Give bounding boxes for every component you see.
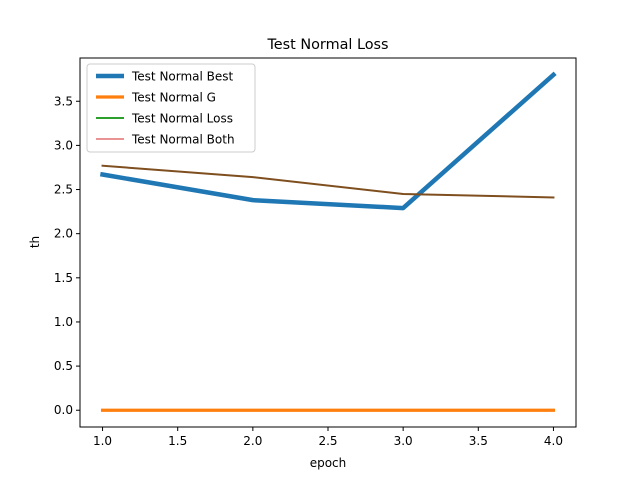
x-tick-label: 4.0 bbox=[544, 434, 563, 448]
series-line-test-normal-both bbox=[102, 165, 554, 198]
x-tick-label: 1.5 bbox=[168, 434, 187, 448]
y-tick-label: 3.5 bbox=[54, 94, 73, 108]
y-tick-label: 1.5 bbox=[54, 271, 73, 285]
legend-box bbox=[86, 63, 256, 153]
y-tick-label: 0.0 bbox=[54, 403, 73, 417]
y-tick-label: 2.0 bbox=[54, 227, 73, 241]
legend-label-test-normal-best: Test Normal Best bbox=[131, 70, 234, 84]
x-tick-label: 2.0 bbox=[243, 434, 262, 448]
chart-title: Test Normal Loss bbox=[266, 37, 388, 53]
y-tick-label: 3.0 bbox=[54, 138, 73, 152]
x-tick-label: 2.5 bbox=[318, 434, 337, 448]
x-axis-label: epoch bbox=[310, 456, 347, 470]
legend-label-test-normal-g: Test Normal G bbox=[131, 91, 216, 105]
y-tick-label: 2.5 bbox=[54, 183, 73, 197]
series-line-test-normal-best bbox=[99, 71, 557, 211]
x-tick-label: 3.0 bbox=[394, 434, 413, 448]
legend-label-test-normal-loss: Test Normal Loss bbox=[131, 112, 233, 126]
legend: Test Normal Best Test Normal G Test Normal… bbox=[86, 63, 256, 153]
x-tick-label: 3.5 bbox=[469, 434, 488, 448]
plot-area: 1.0 1.5 2.0 2.5 3.0 3.5 4.0 0.0 0.5 1.0 1.5 2.0 2.5 3… bbox=[54, 57, 577, 448]
y-tick-label: 1.0 bbox=[54, 315, 73, 329]
legend-label-test-normal-both: Test Normal Both bbox=[131, 133, 235, 147]
y-axis-label: th bbox=[28, 236, 42, 248]
y-tick-label: 0.5 bbox=[54, 359, 73, 373]
x-tick-label: 1.0 bbox=[93, 434, 112, 448]
